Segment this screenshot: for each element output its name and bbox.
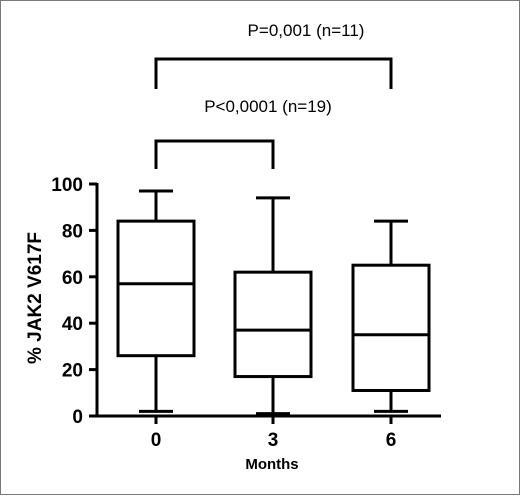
box-iqr	[233, 270, 313, 379]
significance-brackets: P<0,0001 (n=19) P=0,001 (n=11)	[154, 21, 393, 169]
box-plot-group	[116, 189, 196, 413]
x-tick-label: 0	[151, 430, 162, 451]
y-tick-label: 60	[62, 268, 83, 289]
p-value-label: P<0,0001 (n=19)	[204, 97, 332, 116]
y-axis: 0 20 40 60 80 100	[51, 175, 99, 428]
box-iqr	[351, 263, 431, 392]
x-axis-title: Months	[245, 456, 298, 473]
box-iqr	[116, 219, 196, 358]
x-tick-label: 6	[386, 430, 397, 451]
x-axis: 0 3 6	[96, 414, 441, 451]
box-plot-group	[233, 196, 313, 416]
box-plot-group	[351, 219, 431, 413]
y-tick-label: 100	[51, 175, 83, 196]
y-tick-label: 0	[72, 407, 83, 428]
y-tick-label: 20	[62, 361, 83, 382]
box-series	[116, 189, 431, 416]
x-tick-label: 3	[268, 430, 279, 451]
significance-bracket	[154, 139, 275, 169]
significance-bracket	[154, 57, 393, 89]
y-axis-title: % JAK2 V617F	[25, 232, 46, 364]
p-value-label: P=0,001 (n=11)	[248, 21, 365, 40]
y-tick-label: 80	[62, 221, 83, 242]
y-tick-label: 40	[62, 314, 83, 335]
